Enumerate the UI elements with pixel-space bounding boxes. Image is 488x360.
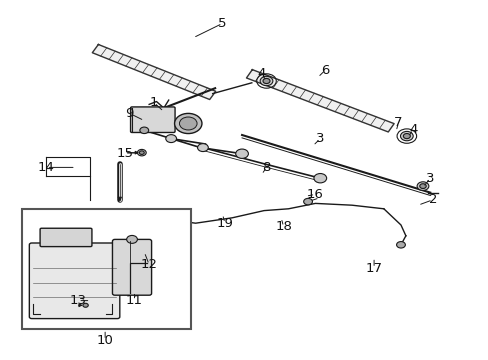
Circle shape	[165, 135, 176, 143]
Circle shape	[419, 184, 426, 189]
Text: 3: 3	[425, 172, 434, 185]
Circle shape	[313, 174, 326, 183]
Circle shape	[396, 242, 405, 248]
Circle shape	[174, 113, 202, 134]
FancyBboxPatch shape	[22, 209, 190, 329]
Circle shape	[235, 149, 248, 158]
Circle shape	[81, 302, 90, 309]
Text: 12: 12	[141, 258, 157, 271]
Circle shape	[403, 134, 409, 139]
Text: 13: 13	[70, 294, 86, 307]
Text: 14: 14	[38, 161, 55, 174]
Polygon shape	[246, 69, 393, 132]
FancyBboxPatch shape	[130, 107, 175, 132]
Circle shape	[140, 127, 148, 134]
Text: 19: 19	[216, 217, 233, 230]
FancyBboxPatch shape	[29, 243, 120, 319]
Text: 10: 10	[97, 334, 113, 347]
Text: 4: 4	[408, 123, 417, 136]
Text: 4: 4	[257, 67, 265, 80]
Circle shape	[236, 150, 247, 158]
Text: 17: 17	[365, 262, 382, 275]
FancyBboxPatch shape	[112, 239, 151, 295]
Circle shape	[83, 303, 88, 307]
Text: 5: 5	[218, 17, 226, 30]
Text: 2: 2	[427, 193, 436, 206]
Circle shape	[139, 151, 144, 154]
Text: 1: 1	[149, 96, 158, 109]
Text: 8: 8	[262, 161, 270, 174]
Circle shape	[303, 198, 312, 205]
Circle shape	[260, 76, 272, 86]
Polygon shape	[92, 45, 215, 99]
Circle shape	[126, 235, 137, 243]
Text: 16: 16	[306, 188, 323, 201]
Text: 18: 18	[275, 220, 291, 233]
Circle shape	[400, 131, 412, 141]
Text: 6: 6	[320, 64, 329, 77]
Circle shape	[179, 117, 197, 130]
Text: 15: 15	[116, 147, 133, 159]
Circle shape	[197, 144, 208, 152]
Circle shape	[263, 78, 269, 84]
Text: 11: 11	[126, 294, 142, 307]
Circle shape	[416, 182, 428, 190]
FancyBboxPatch shape	[40, 228, 92, 247]
Text: 3: 3	[315, 132, 324, 145]
Text: 9: 9	[125, 107, 134, 120]
Text: 7: 7	[393, 116, 402, 129]
Circle shape	[137, 149, 146, 156]
